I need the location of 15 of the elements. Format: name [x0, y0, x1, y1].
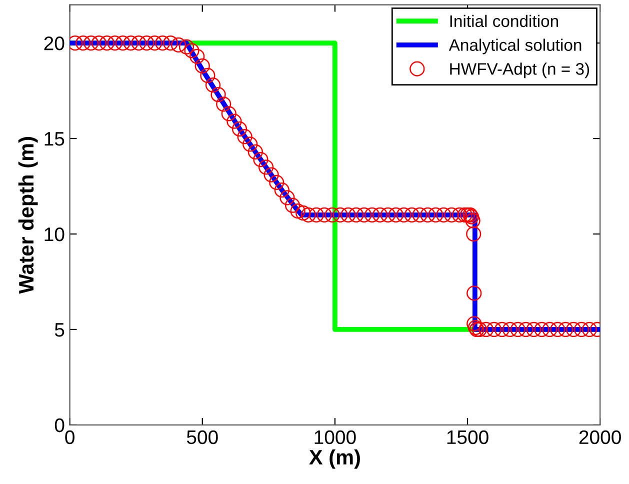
y-tick-label: 15 [44, 132, 64, 146]
x-axis-title: X (m) [309, 449, 360, 469]
x-tick-label: 500 [186, 430, 218, 444]
x-tick-label: 2000 [579, 430, 621, 444]
legend-label: Analytical solution [448, 38, 582, 54]
x-tick-label: 1500 [447, 430, 488, 444]
legend-label: HWFV-Adpt (n = 3) [450, 62, 590, 78]
y-tick-label: 20 [44, 36, 64, 50]
y-tick-label: 0 [54, 418, 64, 432]
y-tick-label: 10 [44, 227, 64, 242]
x-tick-label: 1000 [314, 430, 356, 444]
x-tick-label: 0 [65, 430, 74, 444]
legend-label: Initial condition [450, 14, 558, 28]
y-tick-label: 5 [54, 323, 64, 337]
y-axis-title: Water depth (m) [18, 137, 38, 294]
